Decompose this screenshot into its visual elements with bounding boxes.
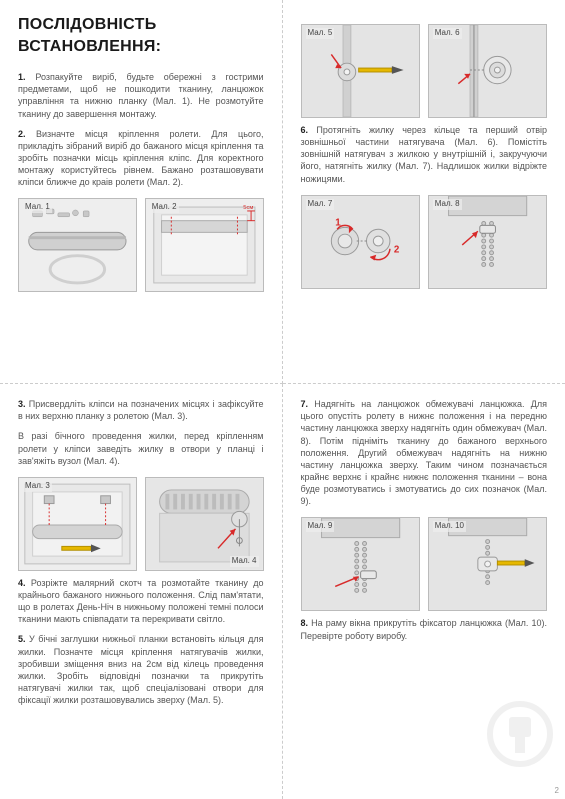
figure-1: Мал. 1 <box>18 198 137 292</box>
step-4: 4. Розріжте малярний скотч та розмотайте… <box>18 577 264 626</box>
figure-7-label: Мал. 7 <box>306 199 335 210</box>
step-8: 8. На раму вікна прикрутіть фіксатор лан… <box>301 617 548 641</box>
figure-4-label: Мал. 4 <box>230 556 259 567</box>
figure-8-label: Мал. 8 <box>433 199 462 210</box>
figure-2-5cm-label: 5см <box>243 205 253 211</box>
figure-8: Мал. 8 <box>428 195 547 289</box>
step-4-num: 4. <box>18 578 26 588</box>
figure-row-3-4: Мал. 3 Мал. 4 <box>18 477 264 571</box>
quadrant-bottom-right: 7. Надягніть на ланцюжок обмежувачі ланц… <box>283 384 565 799</box>
svg-text:2: 2 <box>393 244 399 255</box>
step-3: 3. Присвердліть кліпси на позначених міс… <box>18 398 264 422</box>
step-1: 1. Розпакуйте виріб, будьте обережні з г… <box>18 71 264 120</box>
step-1-text: Розпакуйте виріб, будьте обережні з гост… <box>18 72 264 118</box>
step-6-text: Протягніть жилку через кільце та перший … <box>301 125 548 184</box>
step-3b: В разі бічного проведення жилки, перед к… <box>18 430 264 466</box>
step-3-num: 3. <box>18 399 26 409</box>
figure-2-label: Мал. 2 <box>150 202 179 213</box>
step-1-num: 1. <box>18 72 26 82</box>
figure-2: Мал. 2 5см <box>145 198 264 292</box>
step-7-text: Надягніть на ланцюжок обмежувачі ланцюжк… <box>301 399 548 506</box>
figure-5: Мал. 5 <box>301 24 420 118</box>
figure-5-label: Мал. 5 <box>306 28 335 39</box>
figure-6: Мал. 6 <box>428 24 547 118</box>
figure-4: Мал. 4 <box>145 477 264 571</box>
figure-10-label: Мал. 10 <box>433 521 466 532</box>
step-2: 2. Визначте місця кріплення ролети. Для … <box>18 128 264 189</box>
step-3-text: Присвердліть кліпси на позначених місцях… <box>18 399 264 421</box>
step-5-text: У бічні заглушки нижньої планки встанові… <box>18 634 264 705</box>
figure-7: Мал. 7 1 2 <box>301 195 420 289</box>
quadrant-top-right: Мал. 5 Мал. 6 <box>283 0 565 384</box>
quadrant-bottom-left: 3. Присвердліть кліпси на позначених міс… <box>0 384 283 799</box>
figure-row-9-10: Мал. 9 <box>301 517 548 611</box>
figure-3-label: Мал. 3 <box>23 481 52 492</box>
figure-9: Мал. 9 <box>301 517 420 611</box>
figure-6-label: Мал. 6 <box>433 28 462 39</box>
page-number: 2 <box>555 786 559 795</box>
figure-1-label: Мал. 1 <box>23 202 52 213</box>
step-5: 5. У бічні заглушки нижньої планки встан… <box>18 633 264 706</box>
figure-row-7-8: Мал. 7 1 2 <box>301 195 548 289</box>
step-2-text: Визначте місця кріплення ролети. Для цьо… <box>18 129 264 188</box>
page-title: ПОСЛІДОВНІСТЬ ВСТАНОВЛЕННЯ: <box>18 14 264 57</box>
step-2-num: 2. <box>18 129 26 139</box>
step-7: 7. Надягніть на ланцюжок обмежувачі ланц… <box>301 398 548 507</box>
step-4-text: Розріжте малярний скотч та розмотайте тк… <box>18 578 264 624</box>
figure-10: Мал. 10 <box>428 517 547 611</box>
step-6-num: 6. <box>301 125 309 135</box>
figure-row-1-2: Мал. 1 Мал. 2 <box>18 198 264 292</box>
step-8-num: 8. <box>301 618 309 628</box>
step-5-num: 5. <box>18 634 26 644</box>
quadrant-top-left: ПОСЛІДОВНІСТЬ ВСТАНОВЛЕННЯ: 1. Розпакуйт… <box>0 0 283 384</box>
step-7-num: 7. <box>301 399 309 409</box>
step-8-text: На раму вікна прикрутіть фіксатор ланцюж… <box>301 618 547 640</box>
figure-row-5-6: Мал. 5 Мал. 6 <box>301 24 548 118</box>
step-6: 6. Протягніть жилку через кільце та перш… <box>301 124 548 185</box>
figure-9-label: Мал. 9 <box>306 521 335 532</box>
figure-3: Мал. 3 <box>18 477 137 571</box>
